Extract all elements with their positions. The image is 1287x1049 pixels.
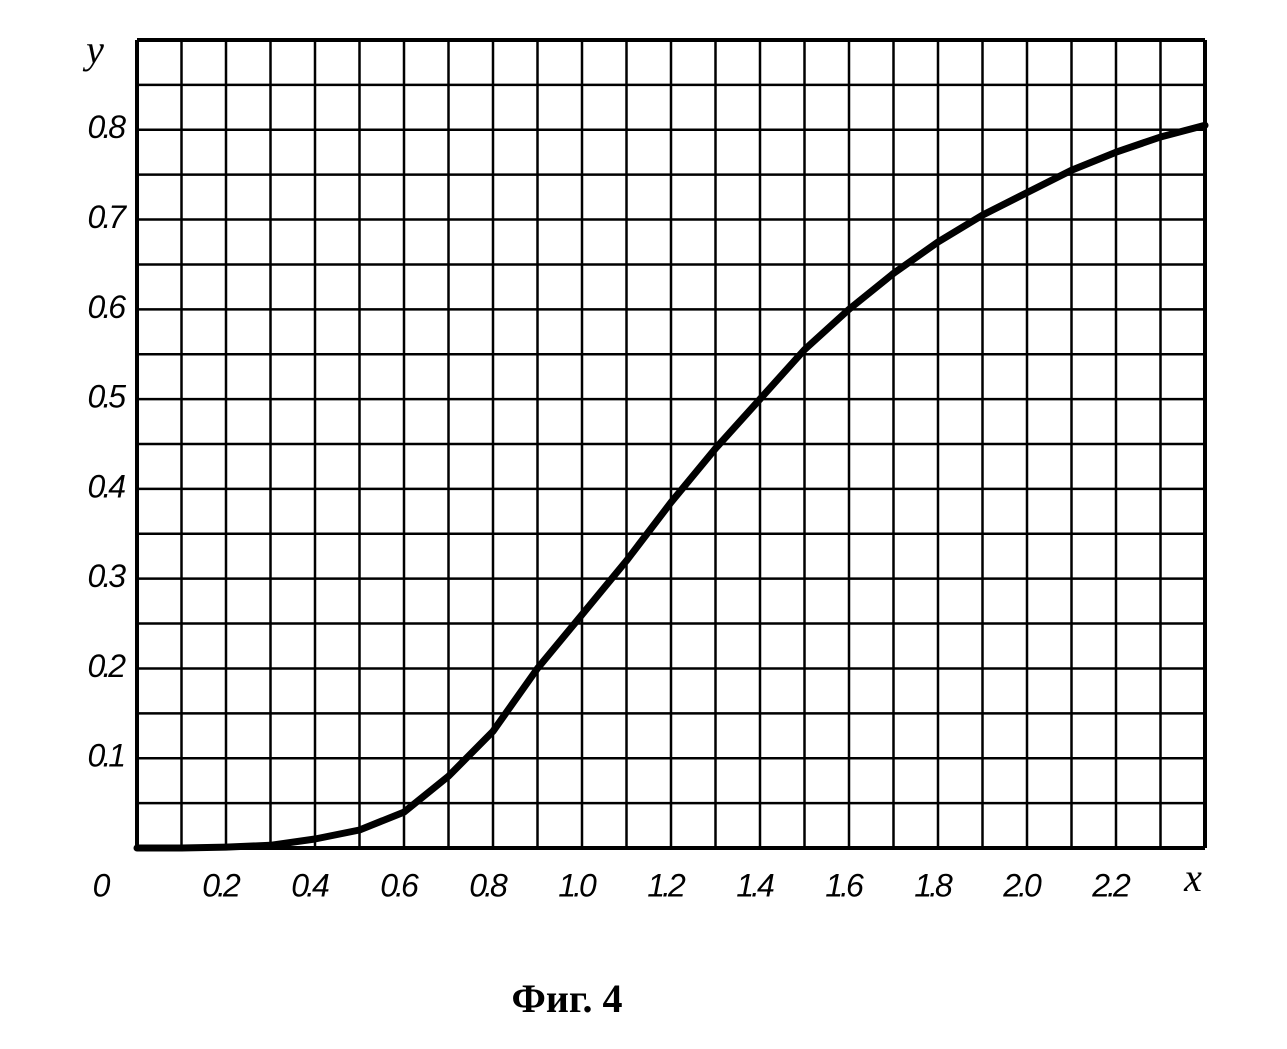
y-tick-label: 0.5 [88, 379, 127, 415]
x-tick-label: 1.6 [825, 867, 864, 903]
x-tick-label: 1.2 [647, 867, 686, 903]
x-axis-label: x [1183, 855, 1202, 900]
x-tick-label: 0.6 [380, 867, 419, 903]
x-tick-label: 2.2 [1091, 867, 1131, 903]
y-tick-label: 0.4 [88, 468, 126, 504]
x-tick-label: 1.0 [558, 867, 597, 903]
y-tick-label: 0.8 [88, 109, 127, 145]
y-tick-label: 0.3 [88, 558, 127, 594]
y-tick-label: 0.2 [88, 648, 127, 684]
x-tick-label: 0.2 [202, 867, 241, 903]
x-tick-label: 2.0 [1002, 867, 1042, 903]
x-tick-label: 0.8 [469, 867, 508, 903]
curve [133, 121, 1209, 852]
x-tick-label: 1.8 [914, 867, 953, 903]
x-tick-label: 0 [93, 867, 111, 903]
y-axis-label: y [82, 27, 104, 72]
y-tick-label: 0.7 [88, 199, 128, 235]
y-tick-label: 0.6 [88, 289, 127, 325]
caption: Фиг. 4 [511, 976, 622, 1021]
y-tick-label: 0.1 [88, 738, 125, 774]
x-tick-label: 1.4 [736, 867, 774, 903]
x-tick-label: 0.4 [291, 867, 329, 903]
